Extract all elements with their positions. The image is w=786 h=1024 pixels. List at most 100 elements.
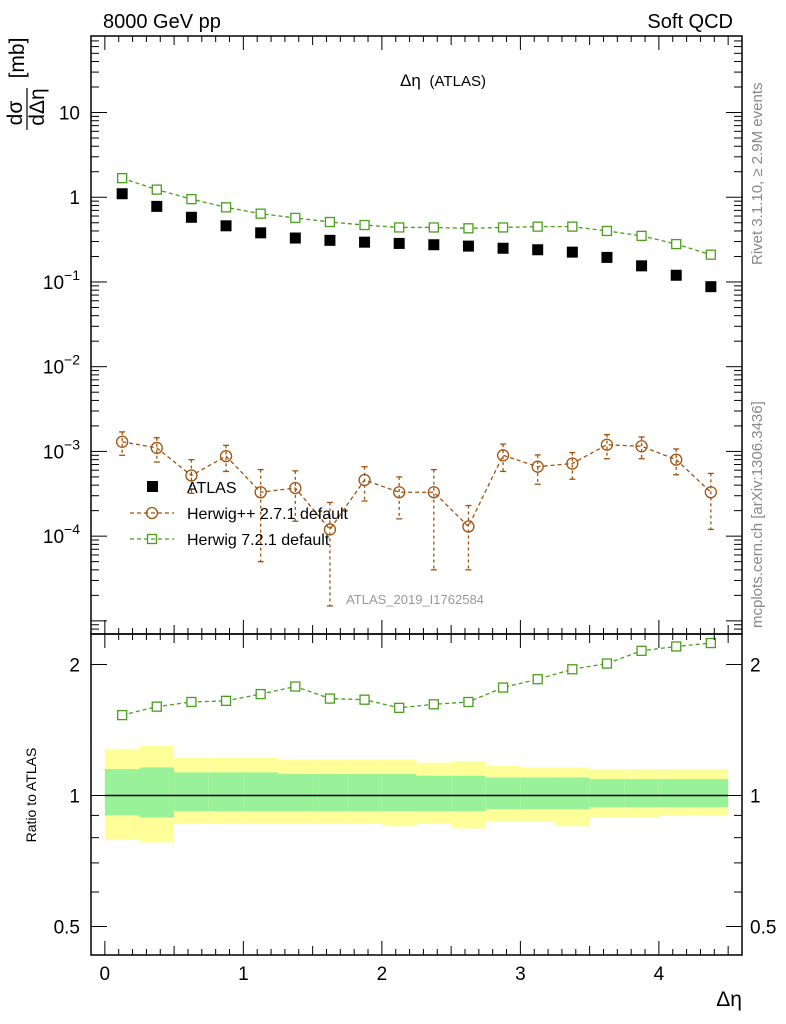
- herwig-pp-point: [150, 441, 163, 455]
- atlas-point: [670, 269, 682, 281]
- legend-marker-herwig7: [146, 533, 158, 545]
- herwig7-ratio-point: [636, 645, 647, 656]
- plot-title-main: Δη: [400, 71, 421, 90]
- legend: ATLAS Herwig++ 2.7.1 default Herwig 7.2.…: [130, 480, 349, 549]
- plot-title-paren: (ATLAS): [430, 73, 486, 90]
- herwig-pp-point: [323, 523, 337, 536]
- herwig7-point: [394, 222, 405, 233]
- herwig-pp-point: [496, 449, 510, 462]
- herwig7-line: [121, 177, 712, 256]
- stat-uncertainty-band: [451, 775, 486, 812]
- analysis-id-label: ATLAS_2019_I1762584: [346, 592, 484, 607]
- atlas-point: [185, 211, 197, 223]
- herwig7-point: [359, 219, 370, 231]
- category-label: Soft QCD: [647, 11, 733, 33]
- x-tick-label: 3: [515, 964, 526, 985]
- atlas-point: [116, 188, 128, 200]
- herwig-pp-point: [254, 486, 267, 499]
- atlas-point: [566, 246, 578, 258]
- atlas-point: [601, 251, 613, 263]
- herwig7-point: [255, 208, 266, 219]
- ratio-y-tick-label-right: 1: [750, 786, 761, 807]
- main-y-tick-label: 10: [59, 104, 80, 125]
- stat-uncertainty-band: [693, 779, 729, 808]
- atlas-point: [220, 220, 232, 232]
- herwig7-ratio-point: [428, 699, 439, 710]
- atlas-point: [705, 281, 717, 293]
- herwig-pp-point: [704, 486, 717, 499]
- x-tick-label: 1: [238, 964, 249, 985]
- legend-label-herwig7: Herwig 7.2.1 default: [187, 532, 330, 549]
- herwig7-point: [567, 221, 578, 232]
- stat-uncertainty-band: [520, 777, 556, 810]
- ratio-panel-frame: [90, 633, 743, 956]
- plot-title: Δη (ATLAS): [400, 71, 486, 90]
- herwig7-ratio-point: [255, 688, 266, 700]
- stat-uncertainty-band: [624, 779, 659, 808]
- main-y-tick-label: 10−4: [43, 521, 80, 548]
- legend-label-atlas: ATLAS: [187, 480, 237, 497]
- x-axis-label: Δη: [716, 988, 742, 1011]
- herwig7-point: [497, 222, 509, 233]
- main-y-tick-label: 1: [69, 188, 80, 209]
- y-axis-label-denominator: dΔη: [26, 88, 49, 125]
- atlas-point: [497, 242, 509, 254]
- herwig7-point: [186, 193, 197, 205]
- herwig7-ratio-point: [463, 696, 474, 708]
- stat-uncertainty-band: [243, 772, 278, 812]
- main-y-tick-label: 10−1: [43, 267, 80, 294]
- legend-marker-atlas: [147, 481, 158, 492]
- herwig7-point: [671, 238, 682, 250]
- atlas-point: [359, 236, 371, 248]
- herwig-pp-point: [289, 481, 302, 495]
- main-panel: 10−4 10−3 10−2 10−1 1 10 Δη (ATLAS) ATLAS_201…: [4, 35, 743, 635]
- stat-uncertainty-band: [485, 777, 521, 810]
- herwig7-point: [220, 202, 232, 213]
- stat-uncertainty-band: [208, 772, 244, 812]
- y-axis-label-unit: [mb]: [6, 38, 29, 79]
- herwig-pp-point: [600, 438, 614, 451]
- collision-label: 8000 GeV pp: [103, 11, 221, 33]
- herwig7-point: [151, 184, 162, 195]
- herwig7-ratio-line: [122, 642, 711, 716]
- atlas-point: [636, 260, 648, 272]
- ratio-y-tick-label: 0.5: [54, 917, 80, 938]
- stat-uncertainty-band: [174, 772, 209, 812]
- herwig7-point: [463, 223, 474, 234]
- y-axis-label: dσ dΔη [mb]: [4, 38, 49, 130]
- herwig-pp-line: [122, 441, 712, 531]
- ratio-y-axis-label: Ratio to ATLAS: [23, 748, 39, 843]
- herwig-pp-point: [427, 486, 440, 499]
- herwig7-point: [636, 230, 647, 242]
- ratio-y-tick-label: 2: [69, 655, 80, 676]
- x-tick-label: 4: [654, 964, 665, 985]
- herwig7-point: [428, 222, 439, 233]
- herwig7-point: [532, 221, 543, 232]
- herwig-pp-point: [219, 449, 233, 463]
- herwig7-point: [290, 212, 301, 224]
- stat-uncertainty-band: [347, 774, 382, 812]
- herwig7-point: [601, 225, 613, 237]
- stat-uncertainty-band: [381, 774, 417, 812]
- legend-marker-herwig-pp: [145, 506, 159, 520]
- herwig-pp-point: [531, 460, 544, 473]
- herwig7-ratio-point: [532, 674, 543, 685]
- herwig7-ratio-point: [567, 664, 578, 675]
- atlas-point: [462, 240, 474, 252]
- herwig-pp-point: [462, 520, 475, 533]
- legend-label-herwig-pp: Herwig++ 2.7.1 default: [187, 506, 349, 523]
- y-axis-label-numerator: dσ: [4, 101, 27, 126]
- herwig7-point: [324, 216, 336, 228]
- herwig7-ratio-point: [324, 693, 336, 704]
- stat-uncertainty-band: [589, 779, 625, 808]
- rivet-version-label: Rivet 3.1.10, ≥ 2.9M events: [749, 83, 766, 266]
- ratio-y-tick-label: 1: [69, 786, 80, 807]
- herwig-pp-point: [358, 473, 371, 487]
- main-y-tick-label: 10−3: [43, 436, 80, 463]
- atlas-point: [255, 227, 267, 239]
- stat-uncertainty-band: [658, 779, 694, 808]
- atlas-point: [289, 232, 301, 244]
- herwig7-point: [705, 249, 716, 260]
- herwig7-ratio-point: [186, 696, 197, 708]
- source-label: mcplots.cern.ch [arXiv:1306.3436]: [749, 401, 766, 628]
